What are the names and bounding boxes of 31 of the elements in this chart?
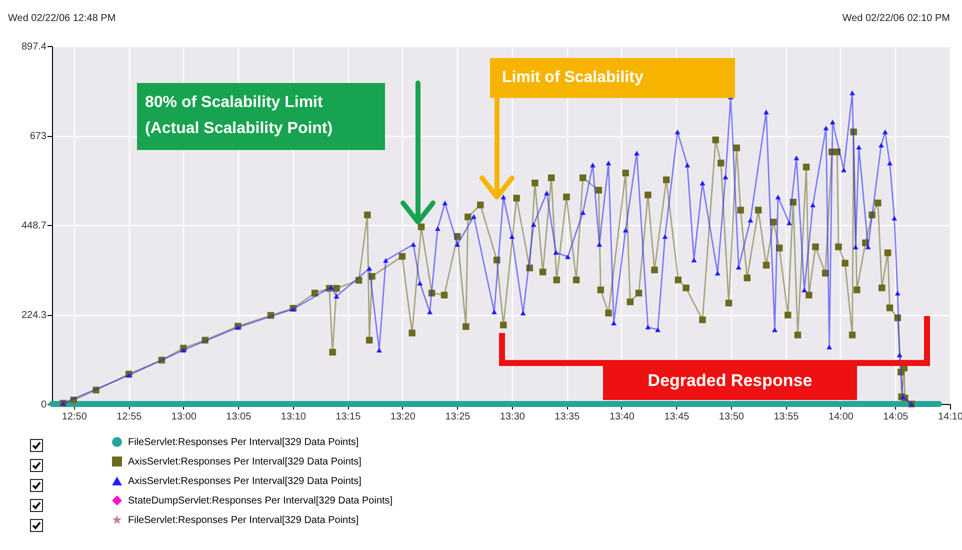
x-tick-label: 13:40 [609,412,635,422]
legend-label: StateDumpServlet:Responses Per Interval[329 Data Points] [128,496,393,506]
x-tick-label: 12:55 [116,412,142,422]
x-tick-label: 14:00 [828,412,854,422]
x-tick-label: 13:10 [280,412,306,422]
y-tick-label: 673 [30,131,47,142]
x-tick-label: 13:15 [336,412,362,422]
legend-label: AxisServlet:Responses Per Interval[329 Data Points] [128,476,362,487]
x-tick-label: 13:00 [171,412,197,422]
x-tick-label: 13:35 [554,412,580,422]
x-tick-label: 13:55 [774,412,800,422]
legend-label: FileServlet:Responses Per Interval[329 Data Points] [128,515,359,526]
x-tick-label: 13:50 [718,412,744,422]
annotation: Degraded Response [648,370,812,392]
x-tick-label: 13:30 [500,412,526,422]
x-tick-label: 13:20 [390,412,416,422]
y-tick-label: 0 [40,400,47,410]
y-tick-label: 224.3 [21,310,47,322]
x-tick-label: 14:05 [883,412,909,422]
x-tick-label: 13:05 [226,412,252,422]
x-tick-label: 13:45 [664,412,690,422]
y-tick-label: 448.7 [21,220,47,232]
text: Wed 02/22/06 12:48 PM [8,13,116,24]
y-tick-label: 897.4 [21,42,47,52]
legend-label: AxisServlet:Responses Per Interval[329 Data Points] [128,456,362,468]
x-tick-label: 12:50 [62,412,88,422]
legend-label: FileServlet:Responses Per Interval[329 Data Points] [128,437,359,448]
text: Wed 02/22/06 02:10 PM [842,13,950,24]
annotation: Limit of Scalability [502,68,644,88]
x-tick-label: 13:25 [445,412,471,422]
annotation: 80% of Scalability Limit (Actual Scalability Point) [145,93,333,139]
